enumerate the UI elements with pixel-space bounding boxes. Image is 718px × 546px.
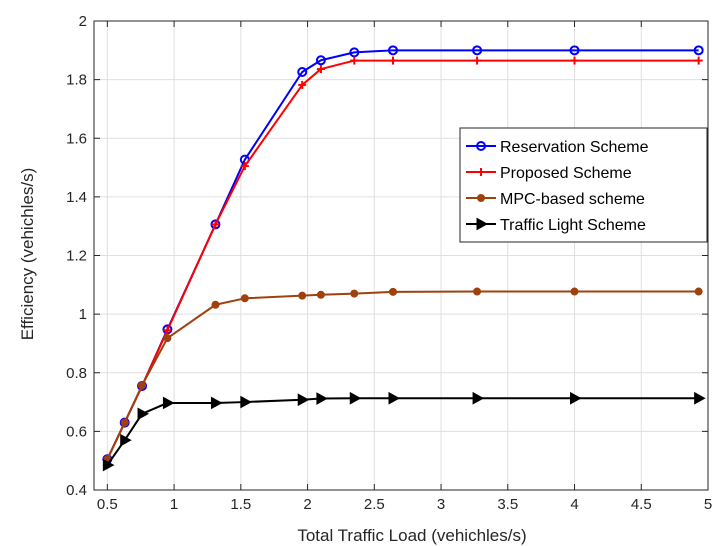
series-group [102,45,706,472]
data-point [388,391,401,405]
x-tick-label: 2.5 [364,496,385,513]
x-tick-label: 1 [170,496,178,513]
data-point [570,391,582,405]
x-tick-label: 3.5 [497,496,518,513]
y-tick-label: 0.4 [66,482,87,499]
data-point [120,433,132,447]
axis-ticks: 0.5 1 1.5 2 2.5 3 3.5 4 4.5 5 0.4 0.6 0.8 1 1.2 1.4 1.6 1… [66,13,712,513]
y-tick-label: 1 [79,306,87,323]
x-tick-label: 4.5 [631,496,652,513]
data-point [316,290,325,299]
data-point [315,55,326,66]
x-tick-label: 3 [437,496,445,513]
data-point [210,396,223,410]
legend-marker [477,168,485,176]
x-tick-label: 2 [303,496,311,513]
data-point [316,392,328,405]
legend-marker [476,141,486,151]
data-point [693,45,704,56]
data-point [694,56,703,65]
series-mpc-based-scheme [103,287,703,464]
legend-marker [477,194,485,202]
data-point [349,47,360,58]
data-point [472,45,483,56]
data-point [388,287,397,296]
data-point [163,326,172,335]
data-point [102,458,115,472]
x-axis-label: Total Traffic Load (vehichles/s) [297,526,526,545]
x-tick-label: 0.5 [97,496,118,513]
legend: Reservation Scheme Proposed Scheme MPC-bas… [459,127,708,243]
y-tick-label: 0.6 [66,423,87,440]
legend-label: Reservation Scheme [500,139,649,156]
y-axis-label: Efficiency (vehichles/s) [18,168,37,341]
legend-entry: Proposed Scheme [466,165,632,182]
y-tick-label: 1.6 [66,130,87,147]
data-point [387,45,398,56]
legend-entry: MPC-based scheme [466,191,645,208]
data-point [472,391,485,405]
series-traffic-light-scheme [102,391,706,472]
data-point [350,289,359,298]
data-point [211,300,220,309]
data-point [298,80,307,89]
data-point [297,67,308,78]
legend-label: MPC-based scheme [500,191,645,208]
data-point [350,56,359,65]
y-tick-label: 1.4 [66,189,87,206]
data-point [694,287,703,296]
data-point [349,391,362,405]
y-tick-label: 0.8 [66,365,87,382]
legend-box [459,127,708,243]
data-point [120,418,129,427]
y-tick-label: 1.8 [66,72,87,89]
x-tick-label: 1.5 [230,496,251,513]
x-tick-label: 4 [570,496,578,513]
y-tick-label: 2 [79,13,87,30]
data-point [316,65,325,74]
data-point [388,56,397,65]
data-point [473,287,482,296]
data-point [240,294,249,303]
legend-entry: Traffic Light Scheme [466,217,646,234]
data-point [163,334,172,343]
data-point [138,381,147,390]
data-point [137,407,150,421]
data-point [298,291,307,300]
x-tick-label: 5 [704,496,712,513]
y-tick-label: 1.2 [66,248,87,265]
legend-marker [476,217,489,231]
legend-items: Reservation Scheme Proposed Scheme MPC-bas… [466,139,649,234]
data-point [570,56,579,65]
legend-label: Traffic Light Scheme [500,217,646,234]
data-point [297,393,310,407]
data-point [240,395,252,409]
data-point [211,220,220,229]
data-point [162,396,175,410]
data-point [240,162,249,171]
data-point [570,287,579,296]
data-point [473,56,482,65]
legend-entry: Reservation Scheme [466,139,649,156]
data-point [569,45,580,56]
data-point [694,391,706,405]
legend-label: Proposed Scheme [500,165,632,182]
